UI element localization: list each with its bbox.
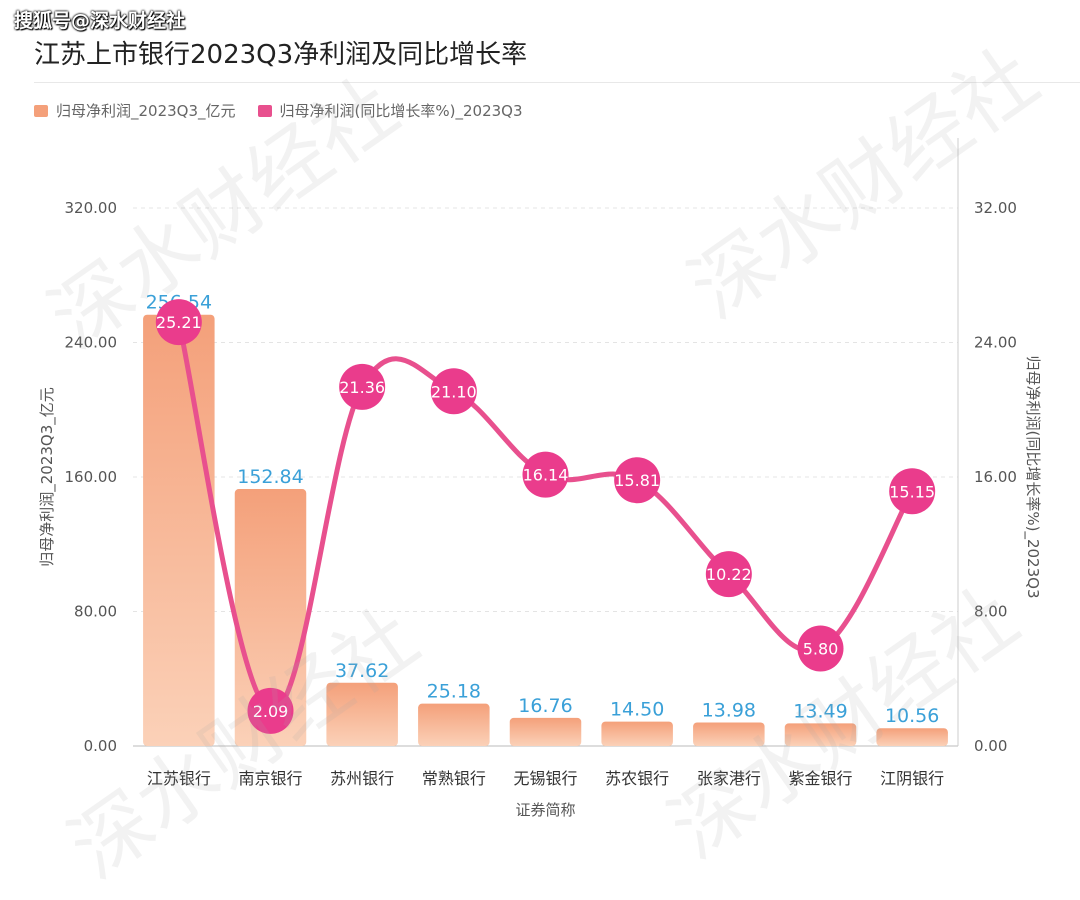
x-tick-label: 江阴银行 xyxy=(880,769,944,788)
growth-value-label: 25.21 xyxy=(156,313,202,332)
x-tick-label: 紫金银行 xyxy=(788,769,852,788)
bar xyxy=(418,703,490,746)
growth-value-label: 10.22 xyxy=(706,565,752,584)
source-tag: 搜狐号@深水财经社 xyxy=(14,10,186,32)
growth-value-label: 2.09 xyxy=(253,702,289,721)
bar-value-label: 152.84 xyxy=(237,466,303,488)
x-tick-label: 张家港行 xyxy=(697,769,761,788)
y-tick-label-right: 16.00 xyxy=(974,468,1017,486)
legend-label-line: 归母净利润(同比增长率%)_2023Q3 xyxy=(279,102,523,120)
growth-marker xyxy=(614,457,661,504)
x-tick-label: 常熟银行 xyxy=(422,769,486,788)
bar xyxy=(601,721,673,746)
growth-value-label: 15.81 xyxy=(614,471,660,490)
bar xyxy=(143,314,215,746)
growth-marker xyxy=(430,368,477,415)
bar-value-label: 13.49 xyxy=(793,700,847,722)
x-tick-label: 江苏银行 xyxy=(147,769,211,788)
x-tick-label: 南京银行 xyxy=(238,769,302,788)
growth-marker xyxy=(339,363,386,410)
legend-item-line[interactable]: 归母净利润(同比增长率%)_2023Q3 xyxy=(257,100,523,121)
y-tick-label-left: 240.00 xyxy=(65,334,118,352)
legend-swatch-line xyxy=(257,104,272,117)
growth-marker xyxy=(797,625,844,672)
legend: 归母净利润_2023Q3_亿元 归母净利润(同比增长率%)_2023Q3 xyxy=(34,100,523,121)
y-tick-label-right: 32.00 xyxy=(974,199,1017,217)
x-tick-label: 苏州银行 xyxy=(330,769,394,788)
bar-value-label: 10.56 xyxy=(885,705,939,727)
x-tick-label: 苏农银行 xyxy=(605,769,669,788)
growth-value-label: 5.80 xyxy=(803,639,839,658)
combo-chart: 0.00 80.00 160.00 240.00 320.00 0.00 8.00 16.00… xyxy=(38,138,1042,819)
bar-value-label: 37.62 xyxy=(335,660,389,682)
chart-title: 江苏上市银行2023Q3净利润及同比增长率 xyxy=(34,40,528,70)
growth-value-label: 21.36 xyxy=(339,378,385,397)
legend-item-bar[interactable]: 归母净利润_2023Q3_亿元 xyxy=(34,100,236,121)
y-tick-label-left: 0.00 xyxy=(84,737,117,755)
x-tick-label: 无锡银行 xyxy=(513,769,577,788)
y-tick-label-right: 8.00 xyxy=(974,603,1007,621)
legend-swatch-bar xyxy=(34,104,48,117)
bar-value-label: 16.76 xyxy=(518,695,572,717)
growth-value-label: 15.15 xyxy=(889,482,935,501)
bar-value-label: 13.98 xyxy=(702,699,756,721)
growth-marker xyxy=(889,468,936,515)
y-axis-title-left: 归母净利润_2023Q3_亿元 xyxy=(38,387,57,567)
y-tick-label-left: 160.00 xyxy=(65,468,118,486)
bar-value-label: 14.50 xyxy=(610,699,664,721)
bar xyxy=(784,723,857,746)
x-axis-title: 证券简称 xyxy=(515,801,575,819)
bar xyxy=(693,722,765,746)
growth-marker xyxy=(247,687,294,734)
growth-value-label: 21.10 xyxy=(431,382,477,401)
y-tick-label-left: 320.00 xyxy=(65,199,118,217)
bar xyxy=(876,728,948,746)
bar-value-label: 25.18 xyxy=(427,681,481,703)
bar xyxy=(326,682,398,746)
growth-value-label: 16.14 xyxy=(523,466,569,485)
growth-marker xyxy=(705,551,752,598)
y-axis-title-right: 归母净利润(同比增长率%)_2023Q3 xyxy=(1023,356,1042,599)
growth-marker xyxy=(155,299,202,346)
legend-label-bar: 归母净利润_2023Q3_亿元 xyxy=(56,102,236,120)
title-divider xyxy=(34,82,1080,83)
y-tick-label-right: 0.00 xyxy=(974,737,1007,755)
y-tick-label-right: 24.00 xyxy=(974,334,1017,352)
y-tick-label-left: 80.00 xyxy=(74,603,117,621)
growth-marker xyxy=(522,451,569,498)
bar xyxy=(509,717,582,746)
